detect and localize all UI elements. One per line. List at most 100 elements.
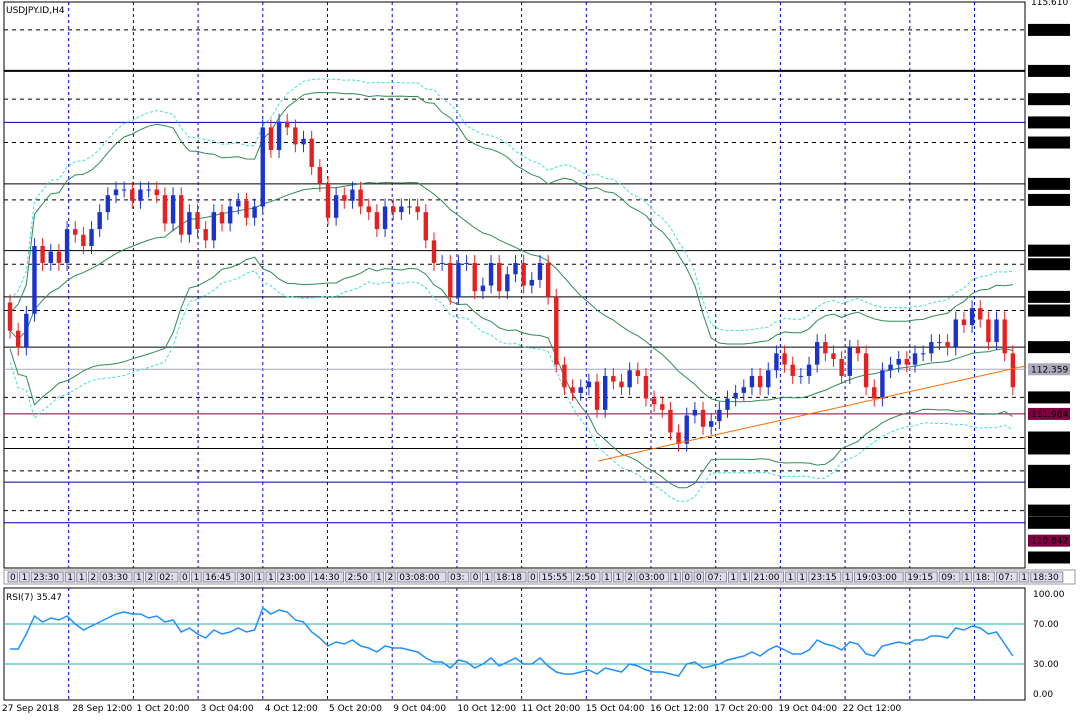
toolbar-time: 1 — [788, 573, 794, 583]
toolbar-time: 03: — [450, 573, 464, 583]
toolbar-cell — [396, 571, 447, 583]
candle-body — [692, 409, 698, 416]
toolbar-time: 1 — [484, 573, 490, 583]
candlesticks — [7, 113, 1016, 452]
toolbar-time: 30 — [239, 573, 251, 583]
toolbar-time: 03:00 — [639, 573, 665, 583]
toolbar-time: 03:30 — [102, 573, 128, 583]
toolbar-cell — [202, 571, 236, 583]
candle-body — [113, 189, 119, 196]
price-label: 112.555 — [1031, 343, 1068, 353]
candle-body — [358, 189, 363, 207]
candle-body — [554, 296, 559, 365]
toolbar-cell — [87, 571, 99, 583]
candle-body — [969, 308, 975, 326]
price-label: 113.000 — [1031, 293, 1068, 303]
main-frame — [3, 1, 1026, 569]
toolbar-cell — [481, 571, 493, 583]
candle-body — [684, 415, 689, 444]
candle-body — [333, 195, 339, 218]
candle-body — [195, 212, 200, 230]
candle-body — [545, 262, 551, 297]
toolbar-time: 23:00 — [280, 573, 306, 583]
toolbar-cell — [842, 571, 853, 583]
price-label: 113.289 — [1031, 260, 1068, 270]
toolbar-time: 23:15 — [811, 573, 837, 583]
candle-body — [187, 212, 192, 235]
rsi-tick-label: 30.00 — [1033, 660, 1059, 670]
price-label: 115.610 — [1031, 0, 1068, 8]
toolbar-cell — [785, 571, 796, 583]
band-lower — [9, 256, 1014, 489]
toolbar-time: 1 — [604, 573, 610, 583]
toolbar-time: 1 — [845, 573, 851, 583]
candle-body — [537, 262, 543, 280]
price-label-box — [1028, 258, 1070, 271]
candle-body — [415, 206, 420, 213]
band-outer-lower — [9, 270, 1014, 502]
toolbar-time: 2 — [627, 573, 633, 583]
rsi-frame — [3, 587, 1026, 701]
time-label: 10 Oct 12:00 — [457, 704, 516, 714]
price-label: 110.693 — [1031, 553, 1068, 563]
toolbar-time: 09: — [941, 573, 955, 583]
toolbar-time: 2 — [90, 573, 96, 583]
toolbar-cell — [19, 571, 30, 583]
toolbar-cell — [961, 571, 973, 583]
candle-body — [366, 206, 371, 213]
candle-body — [342, 195, 347, 201]
candle-body — [301, 138, 306, 145]
candle-body — [236, 200, 241, 207]
time-label: 9 Oct 04:00 — [393, 704, 446, 714]
candle-body — [317, 166, 323, 184]
time-label: 22 Oct 12:00 — [843, 704, 902, 714]
toolbar-time: 18:30 — [1033, 573, 1059, 583]
candle-body — [529, 279, 535, 286]
candle-body — [472, 262, 477, 292]
toolbar-cell — [99, 571, 133, 583]
candle-body — [244, 200, 249, 218]
candle-body — [81, 234, 86, 247]
candle-body — [105, 195, 111, 213]
price-label-box — [1028, 363, 1070, 376]
toolbar-time: 0 — [473, 573, 479, 583]
candle-body — [798, 375, 804, 377]
candle-body — [227, 206, 233, 224]
toolbar-time: 1 — [79, 573, 85, 583]
candle-body — [978, 308, 983, 320]
time-label: 27 Sep 2018 — [2, 704, 59, 714]
time-axis: 27 Sep 2018 28 Sep 12:00 1 Oct 20:00 3 Oct … — [2, 704, 902, 714]
candle-body — [15, 330, 21, 348]
price-label-box — [1028, 407, 1070, 420]
toolbar-cell — [253, 571, 265, 583]
toolbar-cell — [64, 571, 76, 583]
candle-body — [407, 206, 412, 208]
price-label-box — [1028, 391, 1070, 404]
candle-body — [219, 212, 225, 224]
candle-body — [293, 127, 298, 145]
candle-body — [863, 353, 869, 388]
candle-body — [456, 262, 461, 297]
candle-body — [668, 409, 673, 433]
candle-body — [1010, 353, 1016, 388]
toolbar-cell — [808, 571, 842, 583]
candle-body — [309, 138, 314, 167]
price-label-box — [1028, 476, 1070, 489]
price-label-box — [1028, 93, 1070, 106]
toolbar-cell — [76, 571, 87, 583]
candle-body — [399, 206, 404, 213]
toolbar-cell — [345, 571, 373, 583]
band-outer-upper — [9, 78, 1013, 331]
toolbar-cell — [681, 571, 693, 583]
candle-body — [757, 375, 763, 388]
candle-body — [40, 246, 45, 263]
toolbar-cell — [727, 571, 739, 583]
candle-body — [904, 358, 910, 365]
toolbar-time: 2 — [388, 573, 394, 583]
price-label-box — [1028, 442, 1070, 455]
toolbar-cell — [145, 571, 156, 583]
toolbar-time: 14:30 — [314, 573, 340, 583]
toolbar-time: 1 — [136, 573, 142, 583]
toolbar-cell — [311, 571, 345, 583]
